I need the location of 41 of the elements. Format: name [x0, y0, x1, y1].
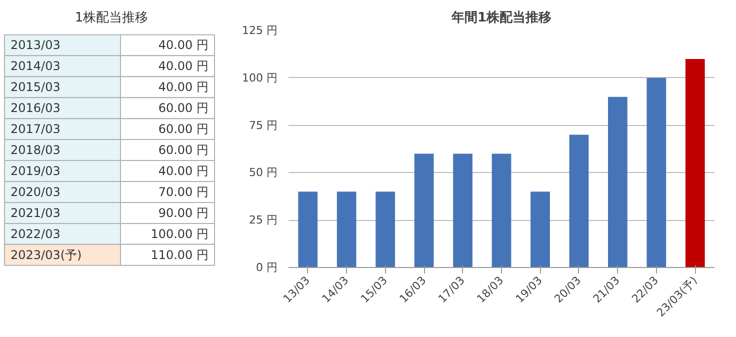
bar — [453, 154, 472, 268]
data-label: 40.00 円 — [158, 59, 209, 74]
y-tick-label: 75 円 — [249, 118, 278, 132]
data-label: 40.00 円 — [158, 38, 209, 52]
data-label: 60.00 円 — [158, 122, 209, 136]
category-label: 2014/03 — [10, 59, 60, 74]
category-label: 2022/03 — [10, 226, 60, 241]
chart-title: 年間1株配当推移 — [450, 10, 552, 26]
bar — [376, 192, 395, 268]
category-label: 2020/03 — [10, 184, 60, 199]
data-label: 40.00 円 — [158, 164, 209, 178]
y-tick-label: 100 円 — [242, 71, 278, 84]
bar — [569, 134, 589, 268]
category-label: 2021/03 — [10, 206, 60, 220]
bar — [646, 78, 666, 268]
bar — [608, 96, 628, 268]
bar — [414, 154, 434, 268]
data-label: 110.00 円 — [150, 248, 209, 262]
y-tick-label: 50 円 — [249, 166, 278, 180]
data-label: 60.00 円 — [158, 143, 209, 158]
category-label: 2015/03 — [10, 80, 60, 94]
category-label: 2017/03 — [10, 122, 60, 136]
data-label: 70.00 円 — [158, 184, 209, 199]
data-label: 60.00 円 — [158, 101, 209, 116]
y-tick-label: 25 円 — [249, 214, 278, 227]
data-label: 100.00 円 — [150, 226, 209, 241]
data-label: 90.00 円 — [158, 206, 209, 220]
category-label: 2019/03 — [10, 164, 60, 178]
category-label: 2023/03(予) — [10, 248, 82, 262]
text: 1株配当推移 — [74, 10, 148, 26]
bar — [336, 192, 356, 268]
y-tick-label: 125 円 — [242, 24, 278, 37]
category-label: 2013/03 — [10, 38, 60, 52]
category-label: 2018/03 — [10, 143, 60, 158]
bar — [530, 192, 550, 268]
category-label: 2016/03 — [10, 101, 60, 116]
bar — [685, 58, 705, 268]
data-label: 40.00 円 — [158, 80, 209, 94]
bar — [298, 192, 318, 268]
bar — [492, 154, 512, 268]
y-tick-label: 0 円 — [256, 261, 278, 274]
